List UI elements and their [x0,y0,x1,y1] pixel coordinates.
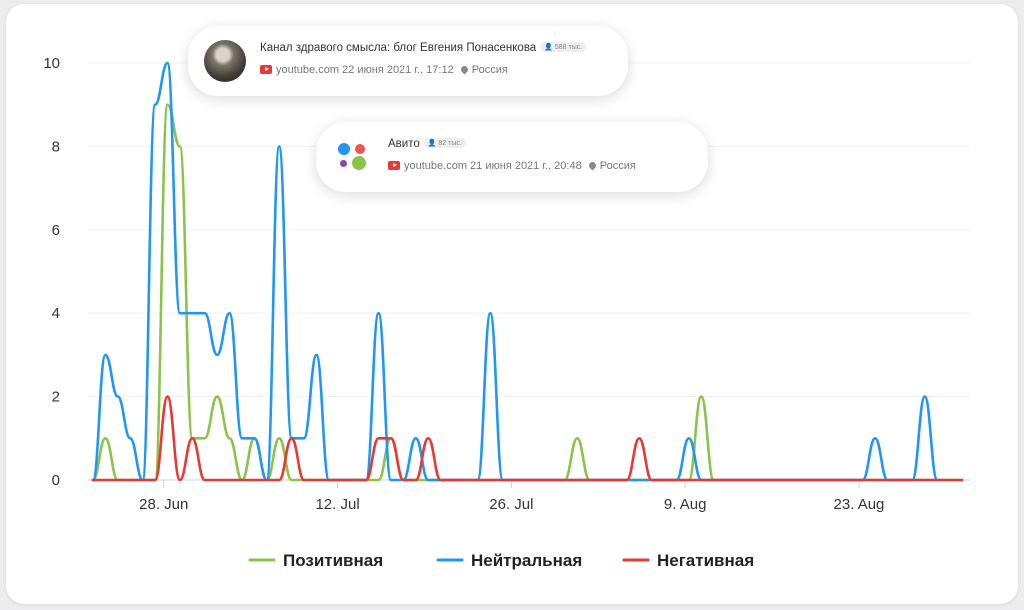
series-layer [91,61,964,482]
y-tick-label: 0 [52,472,60,489]
source-link[interactable]: youtube.com [404,160,467,172]
y-tick-label: 8 [52,138,60,155]
series-line-2 [91,61,939,482]
legend-item-label[interactable]: Нейтральная [471,551,582,570]
region: Россия [599,160,636,172]
channel-avatar [204,40,246,82]
popup-title: Авито [388,138,420,150]
x-tick-label: 12. Jul [315,496,359,513]
subscriber-badge: 👤 82 тыс. [423,138,466,148]
location-pin-icon [459,64,470,75]
x-tick-label: 23. Aug [834,496,885,513]
series-line-3 [91,395,964,482]
post-date: 22 июня 2021 г., 17:12 [342,64,454,76]
subscriber-count: 82 тыс. [438,140,462,147]
legend-item-label[interactable]: Негативная [657,551,754,570]
legend-item-label[interactable]: Позитивная [283,551,383,570]
mention-popup-2[interactable]: Авито 👤 82 тыс. youtube.com 21 июня 2021 … [316,122,708,192]
mention-popup-1[interactable]: Канал здравого смысла: блог Евгения Пона… [188,26,628,96]
y-tick-label: 2 [52,389,60,406]
popup-title: Канал здравого смысла: блог Евгения Пона… [260,42,537,54]
subscriber-count: 588 тыс. [554,44,583,51]
location-pin-icon [587,160,598,171]
y-axis-ticks: 0 2 4 6 8 10 [43,55,60,489]
post-date: 21 июня 2021 г., 20:48 [470,160,582,172]
x-tick-label: 9. Aug [664,496,707,513]
youtube-icon [260,65,272,74]
y-tick-label: 4 [52,305,60,322]
source-link[interactable]: youtube.com [276,64,339,76]
subscriber-badge: 👤 588 тыс. [540,42,587,52]
x-tick-label: 28. Jun [139,496,188,513]
youtube-icon [388,161,400,170]
legend: Позитивная Нейтральная Негативная [248,551,754,570]
x-tick-label: 26. Jul [489,496,533,513]
y-tick-label: 10 [43,55,60,72]
region: Россия [471,64,508,76]
y-tick-label: 6 [52,222,60,239]
chart-card [6,4,1018,604]
avito-logo-icon [336,140,370,174]
x-axis-ticks: 28. Jun 12. Jul 26. Jul 9. Aug 23. Aug [139,480,884,513]
